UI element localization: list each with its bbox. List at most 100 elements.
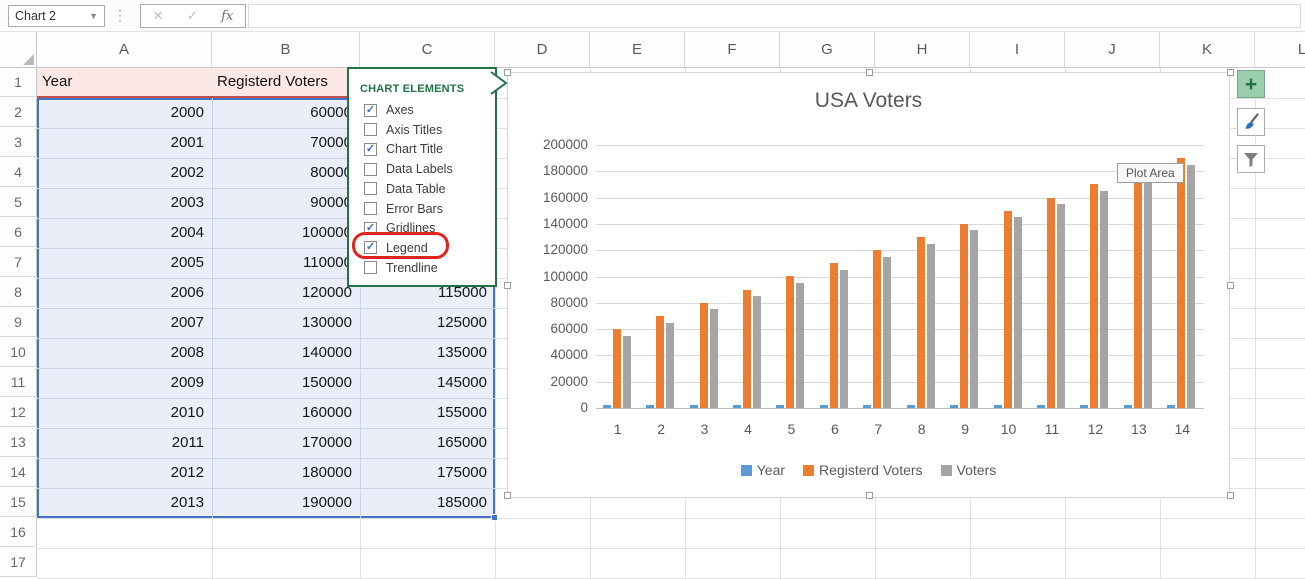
bar-year[interactable] <box>646 405 655 408</box>
cell-value[interactable]: 2003 <box>170 194 204 211</box>
row-header-10[interactable]: 10 <box>0 338 37 367</box>
bar-voters[interactable] <box>796 283 805 408</box>
bar-year[interactable] <box>819 405 828 408</box>
bar-voters[interactable] <box>666 323 675 408</box>
cell-value[interactable]: 2008 <box>170 344 204 361</box>
name-box[interactable]: Chart 2 ▼ <box>8 5 105 27</box>
bar-year[interactable] <box>950 405 959 408</box>
bar-voters[interactable] <box>1100 191 1109 408</box>
legend-item-voters[interactable]: Voters <box>940 462 996 478</box>
bar-voters[interactable] <box>1143 178 1152 408</box>
column-header-A[interactable]: A <box>37 32 212 68</box>
cell-value[interactable]: 2013 <box>170 494 204 511</box>
chart-selection-handle[interactable] <box>504 69 511 76</box>
bar-year[interactable] <box>689 405 698 408</box>
column-header-G[interactable]: G <box>780 32 875 68</box>
column-header-I[interactable]: I <box>970 32 1065 68</box>
cell-value[interactable]: 140000 <box>301 344 352 361</box>
bar-voters[interactable] <box>753 296 761 408</box>
bar-registerd-voters[interactable] <box>1090 184 1099 408</box>
cell-value[interactable]: 2011 <box>171 434 204 451</box>
cell-value[interactable]: 120000 <box>301 284 352 301</box>
bar-registerd-voters[interactable] <box>1003 211 1012 408</box>
bar-voters[interactable] <box>883 257 892 408</box>
cell-value[interactable]: 2009 <box>170 374 204 391</box>
checkbox-unchecked[interactable] <box>364 123 377 137</box>
popup-item-axes[interactable]: ✓ Axes <box>349 100 495 120</box>
cell-value[interactable]: 160000 <box>301 404 352 421</box>
chart-selection-handle[interactable] <box>1227 69 1234 76</box>
legend-item-registerd-voters[interactable]: Registerd Voters <box>803 462 923 478</box>
cell-value[interactable]: 2006 <box>170 284 204 301</box>
row-header-8[interactable]: 8 <box>0 278 37 307</box>
bar-registerd-voters[interactable] <box>699 303 708 408</box>
cell-value[interactable]: 2007 <box>170 314 204 331</box>
column-header-C[interactable]: C <box>360 32 495 68</box>
bar-year[interactable] <box>1037 405 1045 408</box>
formula-bar[interactable] <box>248 4 1301 28</box>
popup-item-gridlines[interactable]: ✓ Gridlines <box>349 218 495 238</box>
chart-title[interactable]: USA Voters <box>814 89 923 112</box>
bar-year[interactable] <box>1167 405 1176 408</box>
column-header-J[interactable]: J <box>1065 32 1160 68</box>
bar-voters[interactable] <box>926 244 935 408</box>
row-header-2[interactable]: 2 <box>0 98 37 127</box>
cell-value[interactable]: 175000 <box>436 464 487 481</box>
cell-value[interactable]: 170000 <box>301 434 352 451</box>
cell-value[interactable]: 2000 <box>170 104 204 121</box>
popup-item-legend[interactable]: ✓ Legend <box>349 238 495 258</box>
row-header-14[interactable]: 14 <box>0 458 37 487</box>
cell-value[interactable]: 60000 <box>310 104 352 121</box>
cell-value[interactable]: 150000 <box>301 374 352 391</box>
bar-voters[interactable] <box>839 270 848 408</box>
checkbox-checked[interactable]: ✓ <box>364 142 377 156</box>
checkbox-unchecked[interactable] <box>364 182 377 196</box>
cell-value[interactable]: 100000 <box>301 224 352 241</box>
chart-selection-handle[interactable] <box>1227 492 1234 499</box>
insert-function-icon[interactable]: fx <box>221 8 234 24</box>
column-header-E[interactable]: E <box>590 32 685 68</box>
chart-elements-button[interactable]: + <box>1237 70 1265 98</box>
popup-item-trendline[interactable]: Trendline <box>349 258 495 278</box>
row-header-7[interactable]: 7 <box>0 248 37 277</box>
row-header-6[interactable]: 6 <box>0 218 37 247</box>
select-all-corner[interactable] <box>0 32 37 68</box>
cell-header-year[interactable]: Year <box>37 68 212 98</box>
chart-object[interactable]: USA Voters 0 20000 40000 60000 80000 100000 12… <box>504 69 1234 499</box>
bar-registerd-voters[interactable] <box>916 237 925 408</box>
bar-year[interactable] <box>602 405 611 408</box>
bar-voters[interactable] <box>709 309 718 408</box>
chart-legend[interactable]: Year Registerd Voters Voters <box>508 462 1229 478</box>
bar-year[interactable] <box>1080 405 1089 408</box>
bar-voters[interactable] <box>1187 165 1196 408</box>
cell-value[interactable]: 90000 <box>310 194 352 211</box>
bar-year[interactable] <box>776 405 785 408</box>
bar-registerd-voters[interactable] <box>743 290 751 408</box>
bar-year[interactable] <box>1123 405 1132 408</box>
cell-value[interactable]: 2010 <box>170 404 204 421</box>
column-header-L[interactable]: L <box>1255 32 1305 68</box>
row-header-3[interactable]: 3 <box>0 128 37 157</box>
cell-value[interactable]: 70000 <box>310 134 352 151</box>
popup-item-error-bars[interactable]: Error Bars <box>349 199 495 219</box>
cell-value[interactable]: 135000 <box>436 344 487 361</box>
cell-value[interactable]: 130000 <box>301 314 352 331</box>
bar-registerd-voters[interactable] <box>829 263 838 408</box>
enter-icon[interactable]: ✓ <box>186 8 198 23</box>
bar-registerd-voters[interactable] <box>873 250 882 408</box>
bar-registerd-voters[interactable] <box>656 316 665 408</box>
cell-value[interactable]: 2012 <box>170 464 204 481</box>
row-header-5[interactable]: 5 <box>0 188 37 217</box>
chart-selection-handle[interactable] <box>504 492 511 499</box>
cell-value[interactable]: 125000 <box>436 314 487 331</box>
bar-year[interactable] <box>906 405 915 408</box>
cell-value[interactable]: 145000 <box>436 374 487 391</box>
bar-registerd-voters[interactable] <box>1047 198 1055 408</box>
bar-voters[interactable] <box>622 336 631 408</box>
cell-value[interactable]: 185000 <box>436 494 487 511</box>
bar-registerd-voters[interactable] <box>960 224 969 408</box>
fill-handle[interactable] <box>491 514 498 521</box>
bar-voters[interactable] <box>1057 204 1065 408</box>
column-header-B[interactable]: B <box>212 32 360 68</box>
cell-value[interactable]: 2005 <box>170 254 204 271</box>
